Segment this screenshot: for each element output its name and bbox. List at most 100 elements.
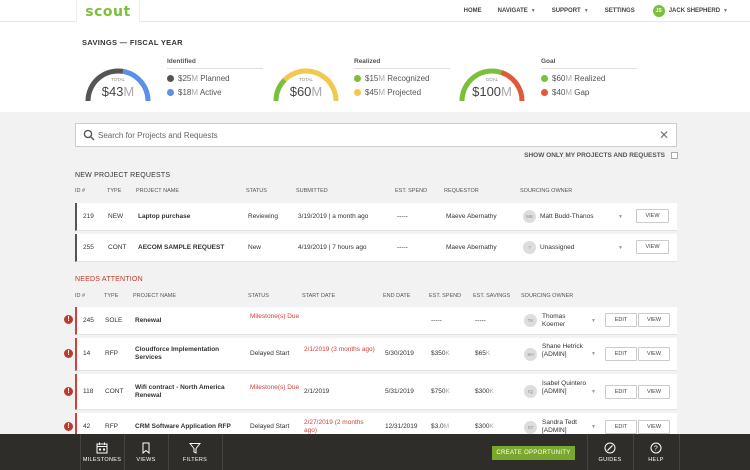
row-est-spend: ----- (397, 213, 408, 220)
only-mine-checkbox[interactable] (671, 152, 678, 159)
row-type: RFP (105, 423, 118, 430)
filters-button[interactable]: FILTERS (168, 434, 222, 470)
toolbar-divider (587, 434, 588, 470)
row-project-name[interactable]: Wifi contract - North America Renewal (135, 384, 225, 399)
guides-button[interactable]: GUIDES (587, 434, 633, 470)
gauge-amount: $100 (472, 84, 502, 99)
row-owner: Sandra Tedt [ADMIN] (542, 419, 577, 434)
gauge-arc (273, 68, 339, 102)
chevron-down-icon[interactable]: ▼ (591, 424, 596, 430)
create-opportunity-button[interactable]: CREATE OPPORTUNITY (492, 446, 575, 460)
row-project-name[interactable]: CRM Software Application RFP (135, 423, 231, 430)
nav-home[interactable]: HOME (463, 8, 482, 14)
row-type: CONT (105, 388, 124, 395)
goal-gauge: GOAL $100M (456, 63, 528, 107)
savings-value: $300 (475, 423, 490, 430)
row-project-name[interactable]: Renewal (135, 317, 162, 324)
toolbar-divider (679, 434, 680, 470)
toolbar-divider (168, 434, 169, 470)
row-requestor: Maeve Abernathy (446, 244, 497, 251)
goal-section: Goal $60 M Realized $40 M Gap (541, 58, 637, 97)
alert-icon: ! (64, 349, 73, 358)
view-button[interactable]: VIEW (638, 385, 670, 399)
edit-button[interactable]: EDIT (605, 385, 637, 399)
row-est-spend: $3.0M (431, 423, 449, 431)
identified-section: Identified $25 M Planned $18 M Active (167, 58, 263, 97)
table-row[interactable]: 255 CONT AECOM SAMPLE REQUEST New 4/19/2… (75, 234, 677, 262)
row-est-savings: ----- (475, 317, 486, 325)
table-row[interactable]: 118 CONT Wifi contract - North America R… (75, 374, 677, 410)
compass-icon (604, 442, 616, 453)
view-button[interactable]: VIEW (638, 347, 670, 361)
row-project-name[interactable]: Laptop purchase (138, 213, 191, 220)
search-input[interactable] (98, 127, 638, 143)
close-icon[interactable]: ✕ (658, 128, 669, 142)
identified-gauge: TOTAL $43M (82, 63, 154, 107)
row-project-name[interactable]: Cloudforce Implementation Services (135, 346, 220, 361)
help-button[interactable]: ? HELP (633, 434, 679, 470)
legend-unit: M (378, 88, 386, 97)
row-owner: Matt Budd-Thanos (540, 213, 594, 220)
user-menu[interactable]: JS JACK SHEPHERD ▼ (652, 5, 728, 17)
chevron-down-icon[interactable]: ▼ (591, 351, 596, 357)
table-row[interactable]: 245 SOLE Renewal Milestone(s) Due ----- … (75, 307, 677, 335)
table-row[interactable]: 219 NEW Laptop purchase Reviewing 3/19/2… (75, 203, 677, 231)
spend-unit: K (445, 388, 450, 395)
edit-button[interactable]: EDIT (605, 347, 637, 361)
gauge-unit: M (501, 84, 512, 99)
row-id: 255 (83, 244, 94, 251)
chevron-down-icon: ▼ (530, 8, 536, 14)
view-button[interactable]: VIEW (638, 313, 670, 327)
row-status: Delayed Start (250, 423, 290, 430)
row-type: NEW (108, 213, 124, 220)
nav-support[interactable]: SUPPORT ▼ (552, 8, 589, 14)
row-id: 118 (83, 388, 94, 395)
row-status: Milestone(s) Due (250, 313, 300, 320)
row-project-name[interactable]: AECOM SAMPLE REQUEST (138, 244, 225, 251)
views-label: VIEWS (136, 456, 156, 463)
chevron-down-icon[interactable]: ▼ (618, 214, 623, 220)
row-requestor: Maeve Abernathy (446, 213, 497, 220)
row-status: Milestone(s) Due (250, 384, 300, 391)
row-end-date: 12/31/2019 (385, 423, 418, 430)
toolbar-divider (80, 434, 81, 470)
realized-gauge: TOTAL $60M (270, 63, 342, 107)
nav-navigate[interactable]: NAVIGATE ▼ (498, 8, 536, 14)
legend-dot (541, 75, 548, 82)
col-type: TYPE (107, 188, 122, 194)
legend-label: Recognized (385, 74, 430, 83)
legend-dot (354, 89, 361, 96)
milestones-button[interactable]: MILESTONES (80, 434, 124, 470)
row-start-date: 2/1/2019 (304, 388, 330, 395)
scout-logo[interactable]: scout (76, 0, 140, 24)
view-button[interactable]: VIEW (636, 240, 669, 254)
edit-button[interactable]: EDIT (605, 313, 637, 327)
view-button[interactable]: VIEW (636, 209, 669, 223)
spend-value: $750 (431, 388, 446, 395)
col-id: ID # (75, 293, 86, 299)
legend-active: $18 M Active (167, 88, 263, 97)
legend-dot (354, 75, 361, 82)
gauge-value: $60M (270, 84, 342, 99)
legend-value: $45 (365, 88, 379, 97)
nav-support-label: SUPPORT (551, 8, 581, 14)
view-button[interactable]: VIEW (638, 420, 670, 434)
only-mine-filter[interactable]: SHOW ONLY MY PROJECTS AND REQUESTS (524, 152, 678, 159)
help-label: HELP (648, 456, 664, 463)
chevron-down-icon[interactable]: ▼ (618, 245, 623, 251)
col-id: ID # (75, 188, 86, 194)
table-row[interactable]: 14 RFP Cloudforce Implementation Service… (75, 338, 677, 371)
views-button[interactable]: VIEWS (124, 434, 168, 470)
gauge-unit: M (123, 84, 135, 99)
row-id: 219 (83, 213, 94, 220)
row-est-savings: $65K (475, 350, 490, 358)
col-est-spend: EST. SPEND (429, 293, 462, 299)
nav-settings[interactable]: SETTINGS (604, 8, 635, 14)
chevron-down-icon[interactable]: ▼ (591, 318, 596, 324)
nav-menu: HOME NAVIGATE ▼ SUPPORT ▼ SETTINGS JS JACK… (448, 0, 750, 22)
chevron-down-icon[interactable]: ▼ (591, 389, 596, 395)
row-submitted: 3/19/2019 | a month ago (298, 213, 369, 220)
col-sourcing-owner: SOURCING OWNER (520, 188, 573, 194)
edit-button[interactable]: EDIT (605, 420, 637, 434)
savings-value: $65 (475, 350, 486, 357)
